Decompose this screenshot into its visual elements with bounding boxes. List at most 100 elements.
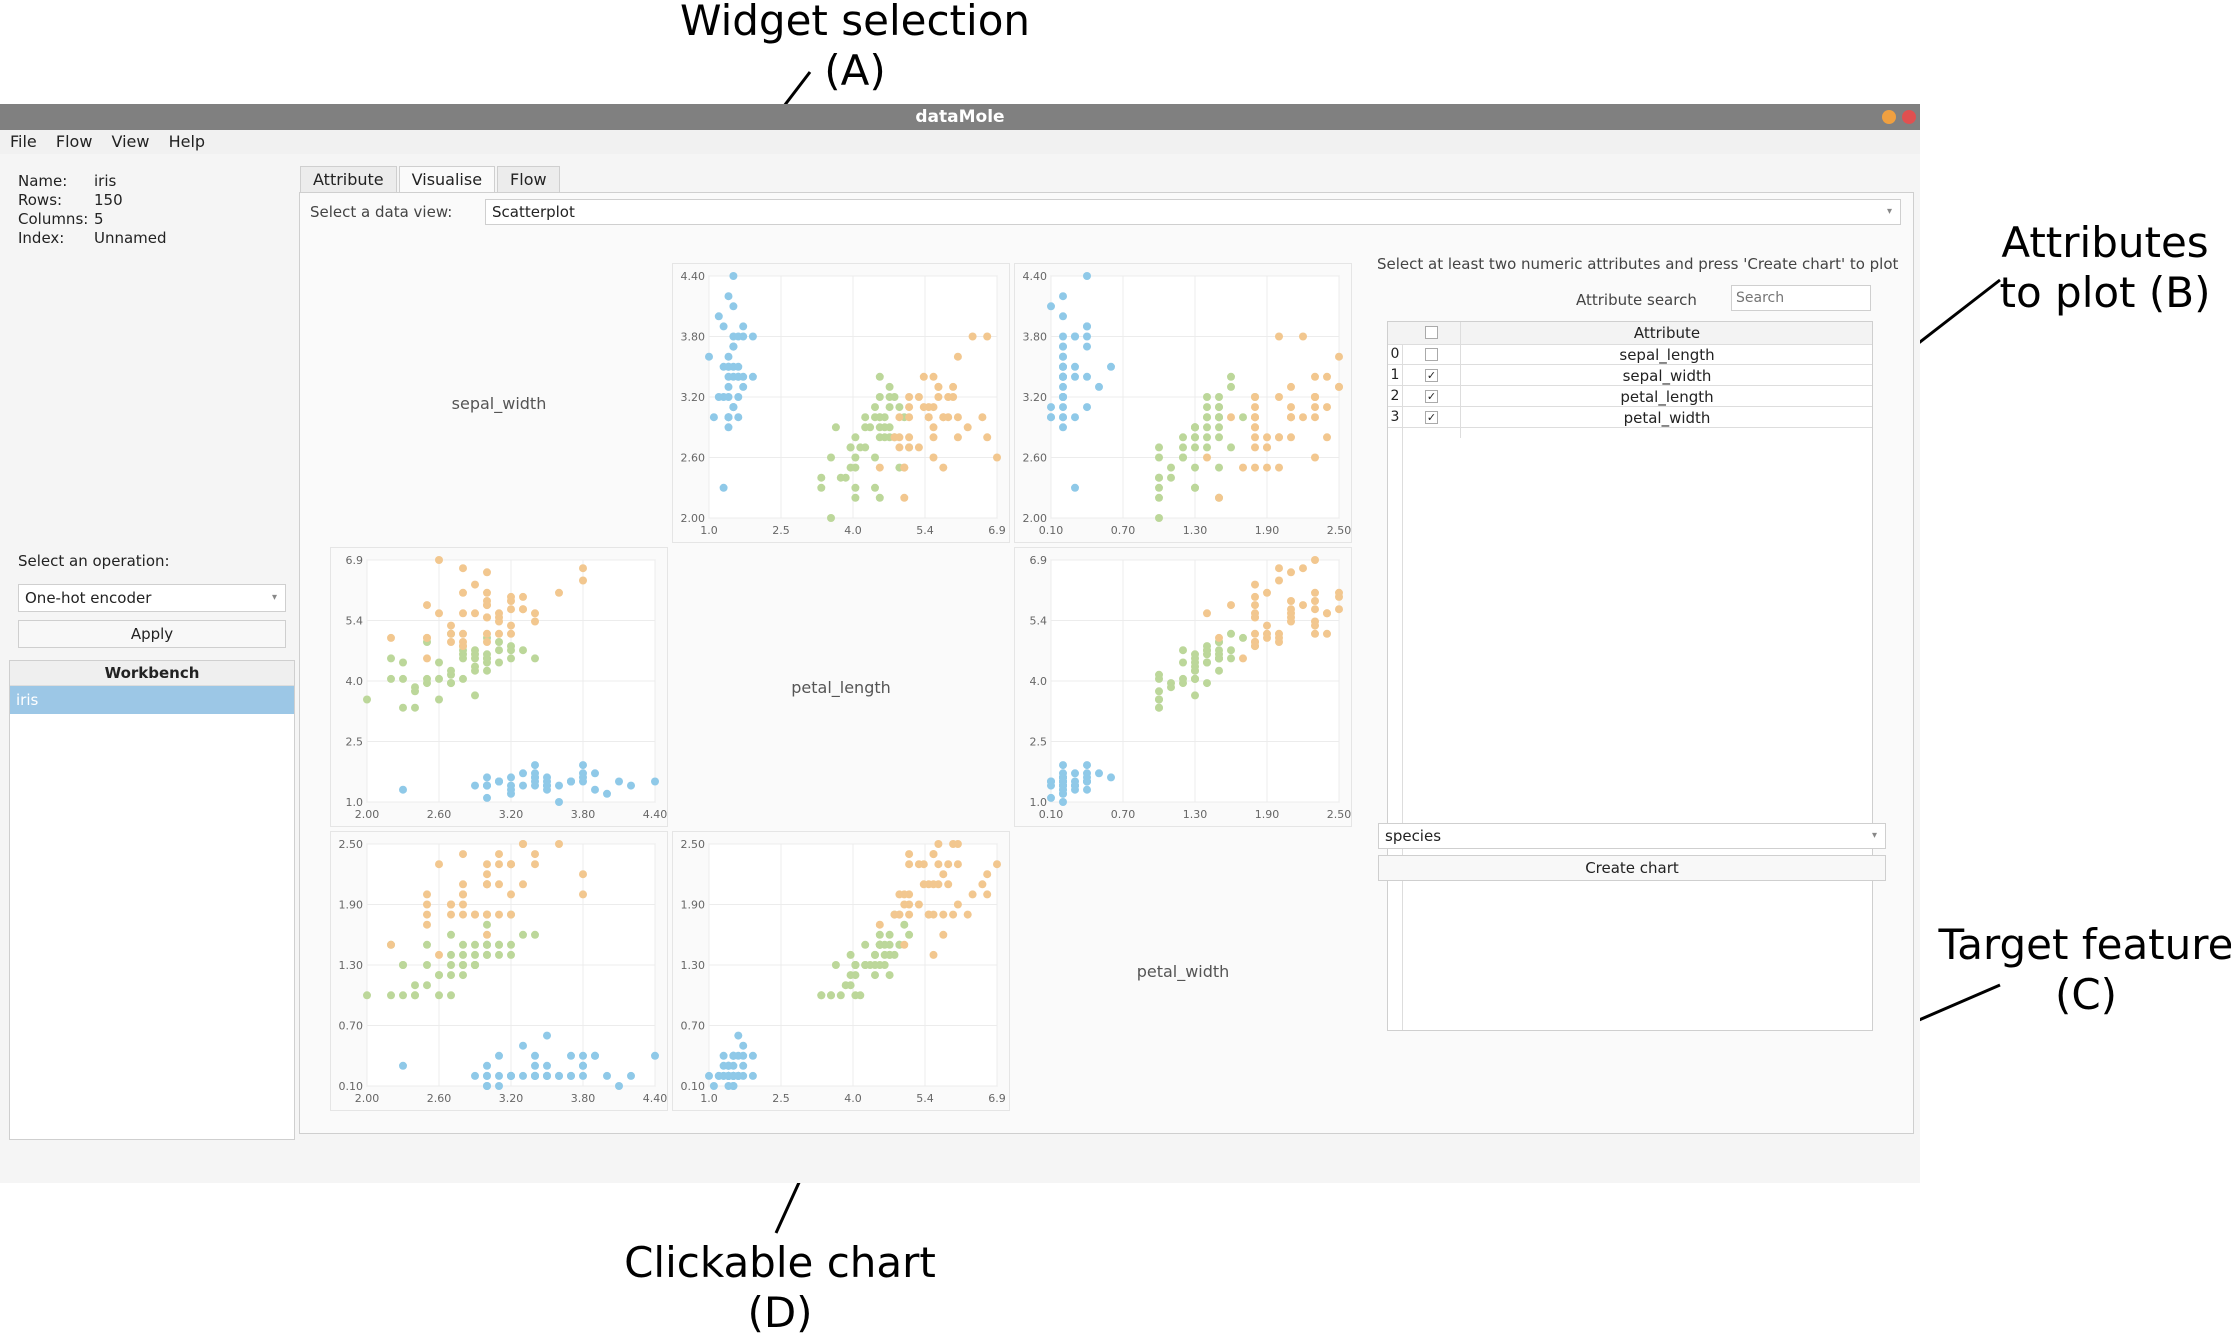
data-point (885, 971, 894, 980)
tab-flow[interactable]: Flow (497, 166, 560, 192)
menu-view[interactable]: View (111, 132, 150, 151)
annotation-clickable-chart: Clickable chart (D) (624, 1238, 936, 1337)
data-point (495, 910, 503, 919)
tab-visualise[interactable]: Visualise (398, 166, 496, 192)
data-point (1311, 453, 1319, 462)
data-point (399, 674, 407, 683)
data-point (1239, 463, 1247, 472)
menu-file[interactable]: File (10, 132, 37, 151)
data-point (1275, 393, 1283, 401)
data-point (1215, 393, 1223, 401)
attribute-row[interactable]: 2 ✓ petal_length (1388, 386, 1872, 407)
menu-help[interactable]: Help (168, 132, 206, 151)
data-point (861, 423, 870, 432)
data-view-select[interactable]: Scatterplot ▾ (485, 199, 1901, 225)
scatter-plot[interactable]: 1.0 2.5 4.0 5.4 6.9 2.00 2.60 3.20 3.80 4.40 (672, 263, 1010, 543)
tab-attribute[interactable]: Attribute (300, 166, 397, 192)
data-point (459, 900, 467, 909)
data-point (1215, 423, 1223, 432)
data-point (495, 658, 503, 667)
scatter-plot[interactable]: 0.10 0.70 1.30 1.90 2.50 2.00 2.60 3.20 3.80 4.40 (1014, 263, 1352, 543)
data-point (1203, 413, 1211, 422)
x-tick-label: 1.90 (1255, 524, 1280, 537)
view-select-label: Select a data view: (310, 203, 453, 221)
data-point (900, 493, 909, 502)
data-point (885, 382, 894, 391)
minimize-icon[interactable] (1882, 110, 1896, 124)
select-all-checkbox[interactable] (1425, 326, 1438, 339)
data-point (1203, 423, 1211, 432)
attribute-checkbox[interactable]: ✓ (1425, 411, 1438, 424)
data-point (495, 646, 503, 655)
data-point (705, 1071, 713, 1080)
table-gutter (1402, 344, 1403, 1030)
data-point (1299, 413, 1307, 422)
data-point (734, 413, 743, 422)
data-point (543, 773, 551, 782)
row-index: 1 (1390, 367, 1400, 383)
x-tick-label: 4.40 (643, 1092, 668, 1105)
scatter-plot[interactable]: 0.10 0.70 1.30 1.90 2.50 1.0 2.5 4.0 5.4 6.9 (1014, 547, 1352, 827)
x-tick-label: 3.20 (499, 1092, 524, 1105)
data-point (836, 473, 845, 482)
scatter-plot[interactable]: 2.00 2.60 3.20 3.80 4.40 1.0 2.5 4.0 5.4 6.9 (330, 547, 668, 827)
data-point (983, 890, 992, 899)
attribute-search-input[interactable] (1731, 285, 1871, 311)
x-tick-label: 2.5 (772, 1092, 790, 1105)
create-chart-button[interactable]: Create chart (1378, 855, 1886, 881)
data-point (851, 433, 860, 442)
data-point (1083, 777, 1091, 786)
target-feature-select[interactable]: species ▾ (1378, 823, 1886, 849)
attribute-checkbox[interactable]: ✓ (1425, 390, 1438, 403)
data-point (978, 880, 987, 889)
data-point (591, 769, 599, 778)
data-point (817, 483, 826, 492)
attribute-row[interactable]: 0 sepal_length (1388, 344, 1872, 365)
data-point (471, 1071, 479, 1080)
data-point (939, 870, 948, 879)
menu-flow[interactable]: Flow (55, 132, 93, 151)
data-point (724, 423, 733, 432)
attribute-checkbox[interactable] (1425, 348, 1438, 361)
y-tick-label: 0.10 (339, 1080, 364, 1093)
data-point (507, 605, 515, 614)
dataset-info: Name: iris Rows: 150 Columns: 5 Index: Unnam… (18, 172, 167, 248)
attribute-row[interactable]: 1 ✓ sepal_width (1388, 365, 1872, 386)
data-point (483, 793, 491, 802)
data-point (1251, 463, 1259, 472)
data-point (1287, 433, 1295, 442)
data-point (905, 850, 914, 859)
data-point (885, 423, 894, 432)
data-point (739, 382, 748, 391)
scatter-plot[interactable]: 1.0 2.5 4.0 5.4 6.9 0.10 0.70 1.30 1.90 2.50 (672, 831, 1010, 1111)
data-point (531, 1061, 539, 1070)
data-point (914, 900, 923, 909)
data-point (423, 961, 431, 969)
y-tick-label: 3.20 (681, 391, 706, 404)
data-point (734, 1031, 743, 1040)
y-tick-label: 2.00 (1023, 512, 1048, 525)
data-point (459, 940, 467, 949)
x-tick-label: 2.00 (355, 1092, 380, 1105)
data-point (1203, 679, 1211, 688)
close-icon[interactable] (1902, 110, 1916, 124)
attribute-checkbox[interactable]: ✓ (1425, 369, 1438, 382)
apply-button[interactable]: Apply (18, 620, 286, 648)
workbench-item[interactable]: iris (10, 686, 294, 714)
data-point (1335, 605, 1343, 614)
data-point (459, 971, 467, 980)
data-point (495, 850, 503, 859)
data-point (851, 493, 860, 502)
data-point (1191, 463, 1199, 472)
data-point (447, 638, 455, 646)
x-tick-label: 0.70 (1111, 524, 1136, 537)
info-row: Index: Unnamed (18, 229, 167, 247)
scatter-plot[interactable]: 2.00 2.60 3.20 3.80 4.40 0.10 0.70 1.30 1.90 2.50 (330, 831, 668, 1111)
data-point (1083, 272, 1091, 280)
operation-select[interactable]: One-hot encoder ▾ (18, 584, 286, 612)
data-point (919, 372, 928, 381)
attribute-row[interactable]: 3 ✓ petal_width (1388, 407, 1872, 428)
data-point (1179, 658, 1187, 667)
row-index: 3 (1390, 409, 1400, 425)
annotation-target-feature: Target feature (C) (1938, 920, 2231, 1019)
